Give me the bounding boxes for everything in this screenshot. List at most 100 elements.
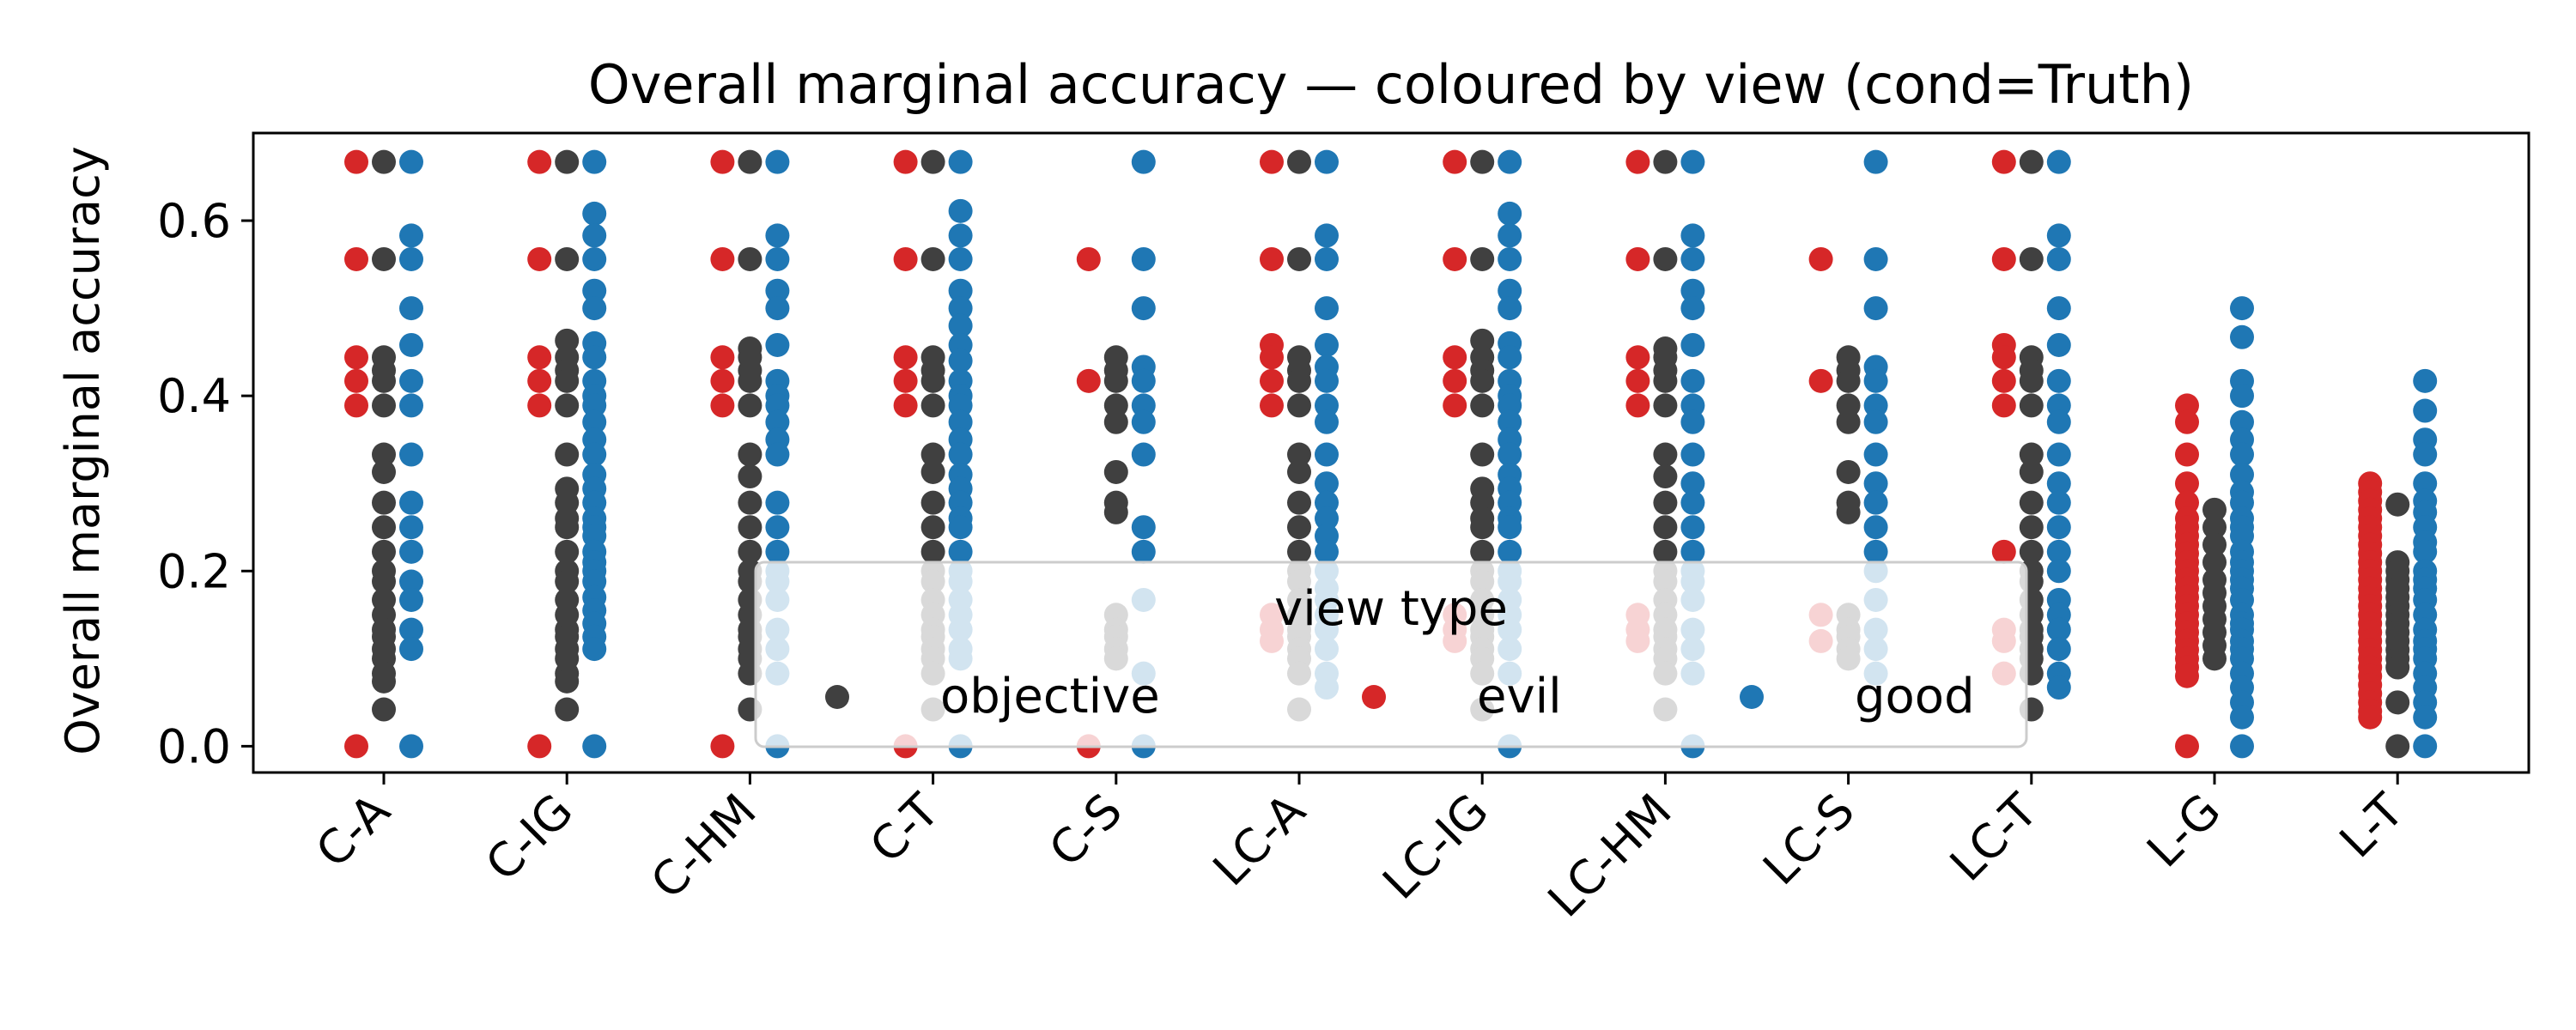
point-good-lc-s-5 [1863, 393, 1888, 418]
point-good-c-hm-3 [765, 278, 790, 303]
point-good-lc-s-7 [1863, 442, 1888, 467]
point-objective-c-a-7 [372, 459, 396, 484]
point-objective-lc-ig-12 [1470, 539, 1495, 564]
point-good-l-g-3 [2230, 384, 2254, 409]
point-evil-l-g-3 [2175, 471, 2199, 496]
point-good-c-ig-29 [582, 734, 607, 759]
point-objective-c-a-9 [372, 515, 396, 540]
point-good-c-hm-12 [765, 490, 790, 515]
point-good-lc-t-17 [2046, 637, 2071, 662]
point-good-c-hm-4 [765, 296, 790, 321]
point-good-lc-t-1 [2046, 223, 2071, 248]
point-objective-l-t-0 [2385, 492, 2410, 517]
point-evil-c-hm-2 [710, 345, 735, 370]
point-evil-l-g-24 [2175, 734, 2199, 759]
point-good-lc-ig-4 [1498, 278, 1522, 303]
point-objective-c-ig-11 [555, 515, 580, 540]
point-good-lc-a-2 [1315, 246, 1339, 271]
point-good-lc-a-10 [1315, 471, 1339, 496]
point-good-c-ig-5 [582, 296, 607, 321]
point-good-lc-t-16 [2046, 617, 2071, 642]
point-good-lc-ig-18 [1498, 515, 1522, 540]
point-objective-lc-ig-6 [1470, 393, 1495, 418]
point-evil-c-s-0 [1076, 246, 1101, 271]
point-objective-lc-t-9 [2019, 515, 2044, 540]
point-objective-c-t-9 [920, 515, 945, 540]
point-objective-lc-s-7 [1836, 500, 1861, 524]
point-objective-c-a-12 [372, 569, 396, 594]
point-good-c-a-8 [399, 490, 423, 515]
point-objective-lc-ig-7 [1470, 442, 1495, 467]
point-good-lc-t-9 [2046, 471, 2071, 496]
point-objective-lc-a-8 [1287, 490, 1311, 515]
point-good-l-g-4 [2230, 409, 2254, 434]
point-good-l-t-0 [2413, 368, 2438, 393]
point-evil-c-a-4 [344, 393, 368, 418]
point-objective-l-t-15 [2385, 734, 2410, 759]
point-good-lc-t-5 [2046, 368, 2071, 393]
legend: view type objective evil good [754, 560, 2028, 748]
point-good-l-t-4 [2413, 471, 2438, 496]
point-good-c-t-4 [948, 278, 973, 303]
point-objective-lc-a-9 [1287, 515, 1311, 540]
point-evil-lc-t-3 [1991, 345, 2016, 370]
point-objective-lc-hm-1 [1653, 246, 1678, 271]
point-evil-c-a-5 [344, 734, 368, 759]
point-objective-c-a-21 [372, 697, 396, 722]
point-good-c-t-20 [948, 539, 973, 564]
point-good-c-s-1 [1131, 246, 1156, 271]
point-evil-c-a-1 [344, 246, 368, 271]
point-good-c-s-7 [1131, 442, 1156, 467]
point-evil-lc-a-5 [1260, 393, 1284, 418]
point-objective-c-a-4 [372, 368, 396, 393]
point-good-lc-ig-11 [1498, 409, 1522, 434]
point-evil-l-g-23 [2175, 663, 2199, 688]
legend-marker-good [1740, 685, 1764, 709]
legend-label-good: good [1855, 669, 1975, 724]
point-good-lc-s-8 [1863, 471, 1888, 496]
point-objective-c-s-4 [1103, 409, 1128, 434]
point-objective-lc-a-5 [1287, 393, 1311, 418]
point-evil-c-hm-5 [710, 734, 735, 759]
point-good-lc-s-1 [1863, 246, 1888, 271]
point-good-c-a-11 [399, 569, 423, 594]
legend-label-objective: objective [940, 669, 1160, 724]
point-objective-c-hm-8 [738, 464, 762, 489]
point-objective-lc-hm-11 [1653, 539, 1678, 564]
point-good-lc-s-2 [1863, 296, 1888, 321]
point-good-c-ig-13 [582, 442, 607, 467]
point-objective-lc-t-7 [2019, 459, 2044, 484]
point-objective-lc-hm-0 [1653, 149, 1678, 174]
point-good-lc-ig-1 [1498, 201, 1522, 226]
point-good-c-a-4 [399, 332, 423, 357]
point-objective-l-t-14 [2385, 690, 2410, 715]
point-objective-lc-t-8 [2019, 490, 2044, 515]
point-evil-c-t-1 [893, 246, 918, 271]
point-objective-c-ig-22 [555, 669, 580, 694]
point-evil-l-g-2 [2175, 442, 2199, 467]
point-good-l-g-29 [2230, 734, 2254, 759]
point-objective-c-a-10 [372, 539, 396, 564]
point-good-c-ig-4 [582, 278, 607, 303]
point-evil-lc-s-0 [1808, 246, 1833, 271]
point-good-c-a-9 [399, 515, 423, 540]
point-evil-c-ig-2 [527, 345, 552, 370]
y-axis-title: Overall marginal accuracy [56, 146, 110, 755]
point-good-l-g-6 [2230, 442, 2254, 467]
point-objective-lc-s-5 [1836, 459, 1861, 484]
point-objective-lc-s-2 [1836, 368, 1861, 393]
point-objective-c-ig-1 [555, 246, 580, 271]
point-good-l-t-22 [2413, 705, 2438, 730]
point-good-c-a-3 [399, 296, 423, 321]
point-objective-c-s-7 [1103, 500, 1128, 524]
point-good-l-t-23 [2413, 734, 2438, 759]
point-good-c-hm-5 [765, 332, 790, 357]
point-objective-c-hm-1 [738, 246, 762, 271]
point-good-c-s-4 [1131, 368, 1156, 393]
point-good-c-s-9 [1131, 539, 1156, 564]
point-objective-lc-a-0 [1287, 149, 1311, 174]
legend-label-evil: evil [1477, 669, 1562, 724]
point-good-lc-s-9 [1863, 490, 1888, 515]
point-evil-c-hm-1 [710, 246, 735, 271]
